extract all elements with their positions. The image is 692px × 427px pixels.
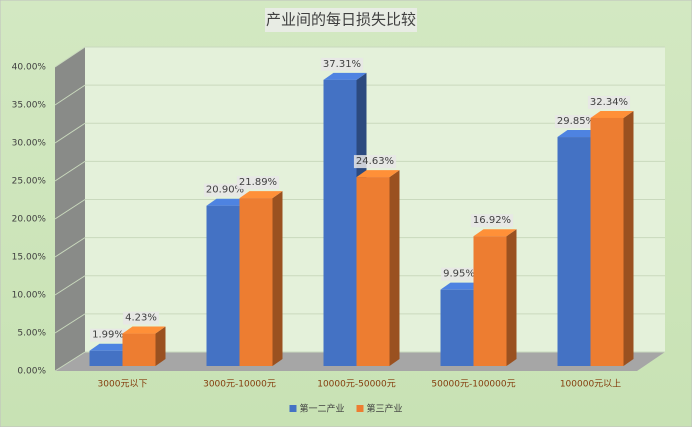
data-label: 37.31% [323, 59, 361, 70]
chart-title: 产业间的每日损失比较 [266, 11, 416, 29]
y-tick-label: 5.00% [17, 329, 46, 339]
bar-top [89, 343, 133, 351]
legend-label: 第三产业 [367, 403, 403, 415]
bar-top [122, 326, 166, 334]
y-tick-label: 10.00% [12, 291, 47, 301]
x-tick-label: 100000元以上 [560, 379, 621, 390]
data-label: 9.95% [443, 269, 475, 280]
data-label: 20.90% [206, 185, 244, 196]
bar-top [440, 282, 484, 290]
bar [206, 205, 240, 366]
legend-swatch [289, 405, 297, 412]
data-label-box [441, 267, 477, 281]
x-tick-label: 50000元-100000元 [431, 380, 515, 390]
legend: 第一二产业 第三产业 [289, 403, 403, 415]
y-tick-label: 40.00% [12, 63, 47, 73]
bar-side [155, 326, 166, 366]
bar [590, 117, 624, 366]
bar-side [389, 170, 400, 366]
data-label: 16.92% [473, 215, 511, 226]
data-label-box [587, 95, 631, 109]
data-label-box [554, 115, 598, 129]
bar [89, 350, 123, 366]
bar [122, 333, 156, 366]
y-tick-label: 15.00% [12, 253, 47, 263]
legend-label: 第一二产业 [299, 403, 344, 415]
data-label-box [90, 328, 126, 342]
y-tick-label: 20.00% [12, 215, 47, 225]
bar [239, 198, 273, 366]
bar-top [557, 130, 601, 138]
bar-top [239, 191, 283, 199]
bar [557, 137, 591, 366]
grid-line-side [54, 275, 86, 296]
data-label-box [320, 57, 364, 71]
data-label-box [236, 176, 280, 190]
legend-swatch [356, 405, 364, 412]
grid-line-side [54, 84, 86, 106]
data-label: 21.89% [239, 177, 277, 188]
data-label-box [203, 183, 247, 197]
bar [323, 79, 357, 366]
bar-top [206, 198, 250, 206]
y-tick-label: 0.00% [17, 367, 46, 377]
bar-top [473, 229, 517, 237]
bar [356, 177, 390, 366]
x-tick-label: 3000元以下 [98, 380, 148, 390]
data-label-box [470, 214, 514, 228]
grid-line-side [54, 237, 86, 258]
title-box [265, 8, 417, 32]
bar [473, 236, 507, 366]
bar-top [323, 72, 367, 80]
bar-top [356, 170, 400, 178]
bar [440, 289, 474, 366]
bar-side [272, 191, 283, 366]
x-tick-label: 10000元-50000元 [317, 380, 396, 390]
bar-side [623, 110, 634, 366]
data-label: 4.23% [125, 313, 157, 324]
grid-line-side [54, 313, 86, 334]
bar-top [590, 110, 634, 118]
x-tick-label: 3000元-10000元 [203, 380, 276, 390]
data-label: 1.99% [92, 330, 124, 341]
y-tick-label: 30.00% [12, 139, 47, 149]
grid-line-side [54, 46, 86, 68]
bar-side [506, 229, 517, 366]
grid-line-side [54, 351, 86, 372]
data-label-box [123, 311, 159, 325]
y-tick-label: 35.00% [12, 101, 47, 111]
data-label: 24.63% [356, 156, 394, 167]
data-label: 32.34% [590, 97, 628, 108]
grid-line-side [54, 160, 86, 182]
y-tick-label: 25.00% [12, 177, 47, 187]
data-label: 29.85% [557, 116, 595, 127]
grid-line-side [54, 199, 86, 220]
data-label-box [353, 155, 397, 169]
grid-line-side [54, 122, 86, 144]
